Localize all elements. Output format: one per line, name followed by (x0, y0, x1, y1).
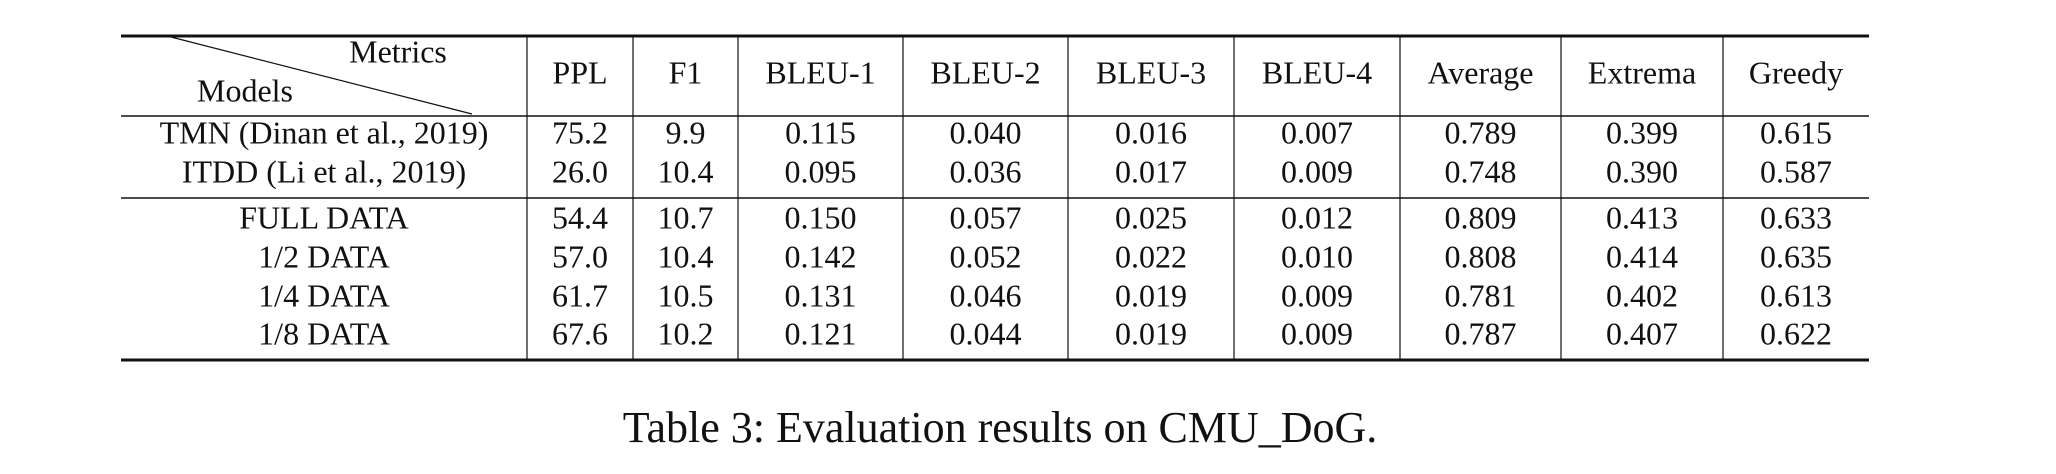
corner-top: Metrics (349, 33, 447, 69)
cell: 0.142 (785, 238, 857, 274)
column-header: BLEU-3 (1096, 54, 1206, 90)
cell: 9.9 (666, 114, 706, 150)
cell: 10.2 (658, 315, 714, 351)
cell: 0.016 (1115, 114, 1187, 150)
cell: 0.022 (1115, 238, 1187, 274)
column-header: F1 (669, 54, 703, 90)
cell: 10.4 (658, 153, 714, 189)
cell: 0.009 (1281, 277, 1353, 313)
cell: 0.407 (1606, 315, 1678, 351)
cell: 0.150 (785, 199, 857, 235)
cell: 0.748 (1445, 153, 1517, 189)
corner-diagonal (170, 36, 473, 115)
cell: 0.012 (1281, 199, 1353, 235)
cell: 0.036 (950, 153, 1022, 189)
row-label: ITDD (Li et al., 2019) (182, 153, 466, 189)
cell: 0.095 (785, 153, 857, 189)
cell: 0.781 (1445, 277, 1517, 313)
cell: 0.040 (950, 114, 1022, 150)
cell: 0.009 (1281, 315, 1353, 351)
column-header: BLEU-1 (765, 54, 875, 90)
cell: 0.010 (1281, 238, 1353, 274)
column-header: Average (1428, 54, 1534, 90)
cell: 0.007 (1281, 114, 1353, 150)
cell: 0.019 (1115, 315, 1187, 351)
cell: 0.808 (1445, 238, 1517, 274)
cell: 0.622 (1760, 315, 1832, 351)
cell: 0.613 (1760, 277, 1832, 313)
column-header: BLEU-2 (930, 54, 1040, 90)
cell: 0.587 (1760, 153, 1832, 189)
cell: 0.025 (1115, 199, 1187, 235)
cell: 0.390 (1606, 153, 1678, 189)
cell: 0.046 (950, 277, 1022, 313)
column-header: BLEU-4 (1262, 54, 1372, 90)
caption: Table 3: Evaluation results on CMU_DoG. (623, 403, 1378, 452)
cell: 0.121 (785, 315, 857, 351)
cell: 0.044 (950, 315, 1022, 351)
row-label: FULL DATA (239, 199, 409, 235)
cell: 0.019 (1115, 277, 1187, 313)
cell: 0.402 (1606, 277, 1678, 313)
cell: 0.057 (950, 199, 1022, 235)
cell: 0.413 (1606, 199, 1678, 235)
cell: 0.615 (1760, 114, 1832, 150)
cell: 0.017 (1115, 153, 1187, 189)
cell: 67.6 (552, 315, 608, 351)
cell: 54.4 (552, 199, 608, 235)
cell: 10.7 (658, 199, 714, 235)
cell: 10.4 (658, 238, 714, 274)
row-label: 1/2 DATA (258, 238, 390, 274)
cell: 0.052 (950, 238, 1022, 274)
cell: 0.399 (1606, 114, 1678, 150)
row-label: TMN (Dinan et al., 2019) (160, 114, 489, 150)
cell: 0.635 (1760, 238, 1832, 274)
cell: 0.809 (1445, 199, 1517, 235)
column-header: Greedy (1749, 54, 1843, 90)
cell: 0.787 (1445, 315, 1517, 351)
cell: 0.414 (1606, 238, 1678, 274)
cell: 0.789 (1445, 114, 1517, 150)
cell: 61.7 (552, 277, 608, 313)
cell: 0.009 (1281, 153, 1353, 189)
column-header: PPL (552, 54, 607, 90)
cell: 0.115 (785, 114, 856, 150)
cell: 0.131 (785, 277, 857, 313)
column-header: Extrema (1588, 54, 1696, 90)
corner-bottom: Models (197, 72, 293, 108)
cell: 0.633 (1760, 199, 1832, 235)
cell: 26.0 (552, 153, 608, 189)
row-label: 1/4 DATA (258, 277, 390, 313)
cell: 75.2 (552, 114, 608, 150)
cell: 10.5 (658, 277, 714, 313)
cell: 57.0 (552, 238, 608, 274)
row-label: 1/8 DATA (258, 315, 390, 351)
